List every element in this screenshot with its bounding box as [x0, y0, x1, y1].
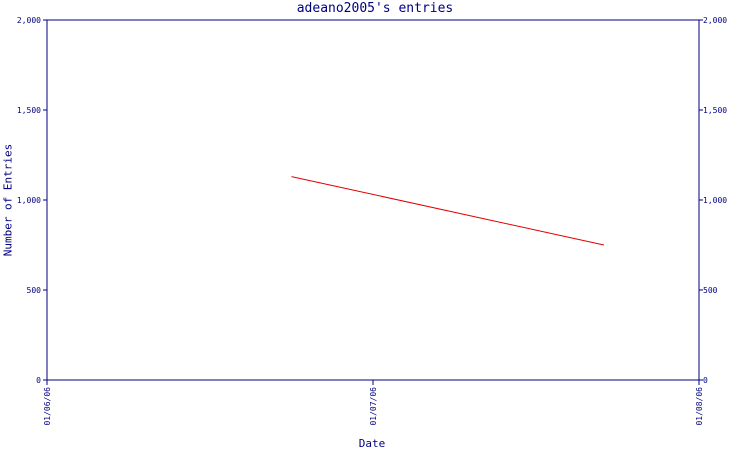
- y-tick-label-right: 0: [703, 376, 708, 385]
- y-tick-label-right: 500: [703, 286, 718, 295]
- x-tick-label: 01/07/06: [369, 387, 378, 426]
- y-tick-label-right: 2,000: [703, 16, 727, 25]
- x-tick-label: 01/08/06: [695, 387, 704, 426]
- series-line: [291, 176, 605, 246]
- plot-frame: [46, 19, 700, 381]
- y-tick-label-right: 1,000: [703, 196, 727, 205]
- series-layer: [291, 176, 605, 246]
- axes: [46, 19, 700, 381]
- y-tick-label-left: 500: [27, 286, 42, 295]
- chart-title: adeano2005's entries: [296, 1, 454, 16]
- ticks: 0 0 500 500 1,000 1,000 1,500 1,500 2,000 2,000 01…: [17, 16, 727, 426]
- x-tick-label: 01/06/06: [43, 387, 52, 426]
- y-tick-label-left: 1,000: [17, 196, 41, 205]
- y-tick-label-right: 1,500: [703, 106, 727, 115]
- y-tick-label-left: 0: [36, 376, 41, 385]
- y-tick-label-left: 1,500: [17, 106, 41, 115]
- x-axis-label: Date: [358, 437, 386, 450]
- y-tick-label-left: 2,000: [17, 16, 41, 25]
